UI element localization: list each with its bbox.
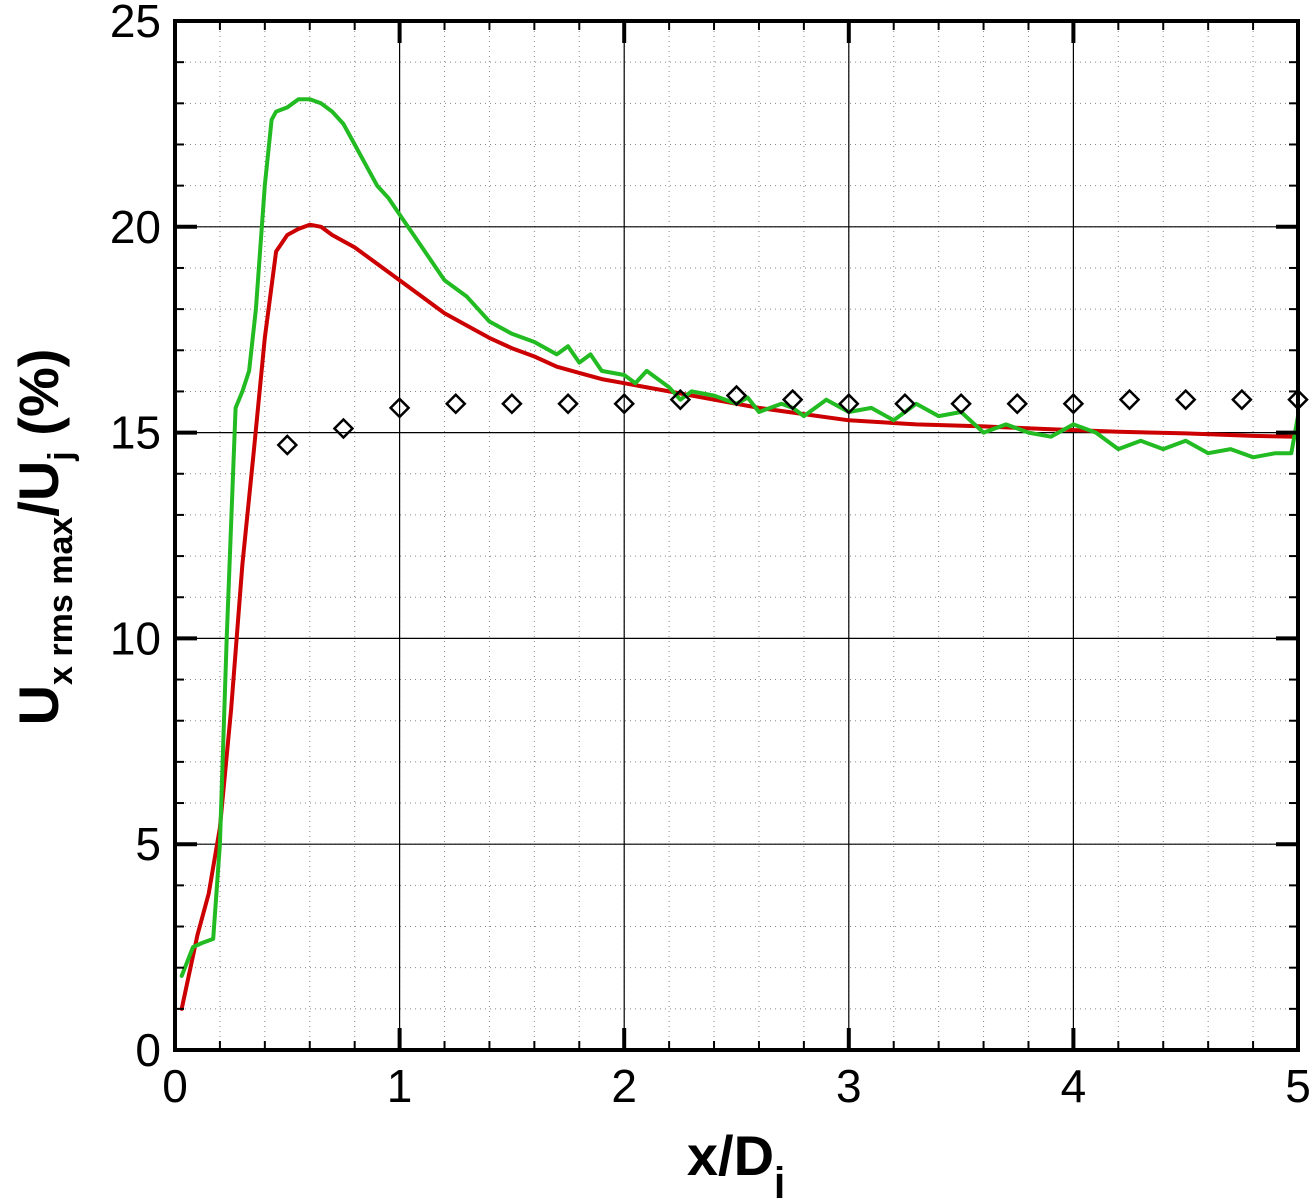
diamond-marker bbox=[1062, 393, 1085, 415]
diamond-marker bbox=[838, 393, 860, 415]
diamond-marker bbox=[501, 393, 523, 415]
y-tick-label: 15 bbox=[110, 407, 161, 459]
y-tick-label: 0 bbox=[135, 1024, 161, 1076]
major-grid bbox=[174, 20, 1299, 1051]
x-axis-title-sub: j bbox=[773, 1160, 785, 1198]
x-tick-label: 1 bbox=[387, 1060, 413, 1112]
y-axis-title-tail: (%) bbox=[7, 349, 70, 452]
diamond-marker bbox=[1231, 388, 1253, 411]
x-axis-title-main: x/D bbox=[687, 1124, 774, 1187]
diamond-marker bbox=[388, 397, 411, 419]
y-axis-title-mid: /U bbox=[7, 461, 70, 517]
diamond-marker bbox=[444, 393, 467, 415]
x-tick-label: 2 bbox=[611, 1060, 637, 1112]
y-axis-title-main: U bbox=[7, 685, 70, 725]
series-line-1 bbox=[179, 222, 1300, 1011]
diamond-marker bbox=[781, 388, 804, 411]
diamond-marker bbox=[950, 393, 972, 415]
diamond-marker bbox=[276, 434, 299, 456]
diamond-marker bbox=[725, 384, 748, 407]
diamond-marker bbox=[1174, 388, 1197, 411]
series-line-2 bbox=[179, 97, 1300, 978]
diamond-marker bbox=[894, 393, 916, 415]
x-tick-label: 4 bbox=[1061, 1060, 1087, 1112]
y-axis-title-sub2: j bbox=[42, 451, 80, 461]
diamond-marker bbox=[1118, 388, 1141, 411]
diamond-marker bbox=[613, 393, 635, 415]
y-axis-title-sub: x rms max bbox=[42, 517, 80, 685]
y-tick-label: 20 bbox=[110, 201, 161, 253]
diamond-marker bbox=[332, 417, 355, 440]
x-tick-label: 5 bbox=[1285, 1060, 1311, 1112]
y-tick-label: 25 bbox=[110, 0, 161, 47]
series-layer bbox=[179, 97, 1309, 1011]
y-tick-label: 10 bbox=[110, 612, 161, 664]
tick-labels: 0 1 2 3 4 5 0 5 10 15 20 25 bbox=[110, 0, 1311, 1112]
minor-grid bbox=[174, 20, 1299, 1051]
y-tick-label: 5 bbox=[135, 818, 161, 870]
x-tick-label: 0 bbox=[162, 1060, 188, 1112]
x-axis-title: x/Dj bbox=[687, 1124, 785, 1198]
axis-ticks bbox=[173, 19, 1300, 1052]
plot-frame bbox=[173, 19, 1300, 1052]
diamond-marker bbox=[669, 388, 692, 411]
diamond-marker bbox=[557, 393, 579, 415]
y-axis-title: Ux rms max/Uj (%) bbox=[7, 349, 80, 726]
x-tick-label: 3 bbox=[836, 1060, 862, 1112]
diamond-marker bbox=[1006, 393, 1029, 415]
